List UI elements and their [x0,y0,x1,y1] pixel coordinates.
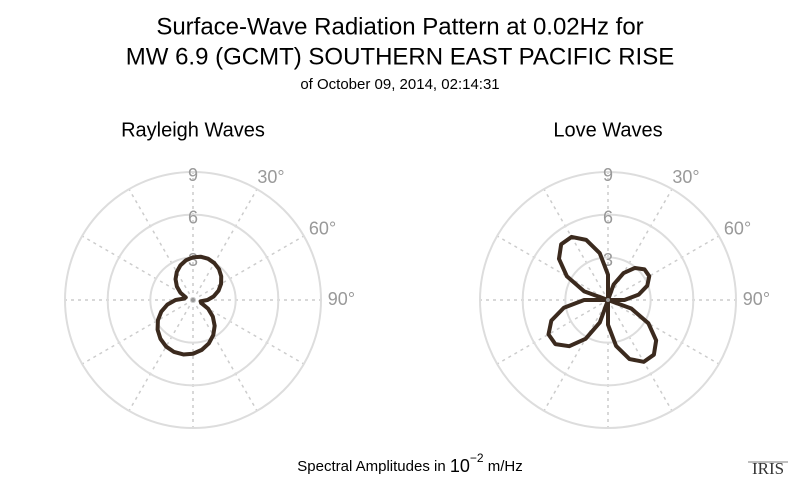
r-tick-label: 6 [188,207,198,227]
spoke [192,188,258,301]
r-tick-label: 9 [603,165,613,185]
r-tick-label: 3 [603,250,613,270]
spoke [496,299,609,365]
angle-tick-label: 60° [309,218,336,238]
pattern-curve [155,254,224,357]
spoke [543,299,609,412]
r-tick-label: 9 [188,165,198,185]
spoke [128,188,194,301]
center-dot [606,298,610,302]
r-tick-label: 3 [188,250,198,270]
grid-circle [479,171,737,429]
spoke [81,235,194,301]
spoke [192,235,305,301]
spoke [192,299,258,412]
angle-tick-label: 30° [672,167,699,187]
spoke [81,299,194,365]
spoke [607,299,720,365]
spoke [543,188,609,301]
center-dot [191,298,195,302]
grid-circle [521,213,695,387]
angle-tick-label: 90° [328,289,355,309]
footer: Spectral Amplitudes in 10−2 m/Hz [297,450,522,476]
title-line: MW 6.9 (GCMT) SOUTHERN EAST PACIFIC RISE [126,43,674,70]
spoke [607,235,720,301]
spoke [128,299,194,412]
footer-base: 10 [450,456,470,476]
angle-tick-label: 60° [724,218,751,238]
logo: IRIS [752,459,784,478]
footer-text: Spectral Amplitudes in [297,458,445,475]
spoke [607,299,673,412]
grid-circle [106,213,280,387]
grid-circle [64,171,322,429]
footer-superscript: −2 [470,451,484,465]
subplot-title: Love Waves [553,119,662,141]
footer-unit: m/Hz [488,458,523,475]
angle-tick-label: 30° [257,167,284,187]
title-line: Surface-Wave Radiation Pattern at 0.02Hz… [156,13,643,40]
r-tick-label: 6 [603,207,613,227]
grid-circle [564,256,652,344]
subplot-title: Rayleigh Waves [121,119,265,141]
spoke [496,235,609,301]
spoke [607,188,673,301]
subtitle: of October 09, 2014, 02:14:31 [300,76,499,93]
angle-tick-label: 90° [743,289,770,309]
pattern-curve [546,234,659,364]
